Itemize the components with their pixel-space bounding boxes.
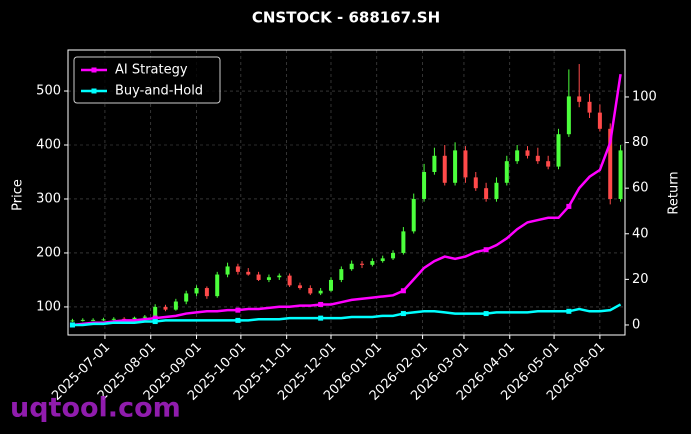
candle-body <box>463 150 468 178</box>
plot-frame <box>67 49 626 336</box>
candle-body <box>153 306 158 317</box>
y2-tick-label: 40 <box>632 226 649 241</box>
line-marker <box>400 311 406 317</box>
y2-tick-label: 80 <box>632 135 649 150</box>
candle-body <box>391 252 396 259</box>
candle-body <box>184 293 189 302</box>
y2-tick-label: 0 <box>632 317 640 332</box>
candle-body <box>597 112 602 129</box>
candle-body <box>525 150 530 156</box>
y-tick-label: 300 <box>36 191 61 206</box>
candle-body <box>163 306 168 310</box>
line-marker <box>566 203 572 209</box>
watermark: uqtool.com <box>10 393 181 424</box>
line-marker <box>152 315 158 321</box>
y-tick-label: 200 <box>36 245 61 260</box>
candle-body <box>504 161 509 183</box>
candle-body <box>442 155 447 183</box>
y2-tick-label: 60 <box>632 181 649 196</box>
legend-marker <box>91 88 97 94</box>
candle-body <box>80 319 85 321</box>
candle-body <box>401 231 406 253</box>
candle-body <box>111 318 116 320</box>
chart-title: CNSTOCK - 688167.SH <box>252 9 440 27</box>
candle-body <box>70 320 75 322</box>
line-marker <box>152 319 158 325</box>
return-line <box>72 303 622 327</box>
y-tick-label: 100 <box>36 299 61 314</box>
line-marker <box>566 308 572 314</box>
candle-body <box>411 198 416 232</box>
y2-tick-label: 20 <box>632 272 649 287</box>
candle-body <box>318 290 323 294</box>
y-tick-label: 500 <box>36 84 61 99</box>
candle-body <box>297 285 302 289</box>
candle-body <box>173 301 178 310</box>
line-marker <box>69 322 75 328</box>
candle-body <box>246 271 251 275</box>
candle-body <box>277 275 282 278</box>
candle-body <box>566 96 571 135</box>
candle-body <box>225 266 230 275</box>
candle-body <box>453 150 458 183</box>
candle-body <box>328 279 333 291</box>
candle-body <box>349 263 354 270</box>
candle-body <box>535 155 540 162</box>
candle-body <box>360 263 365 265</box>
candle-body <box>204 288 209 297</box>
line-marker <box>318 301 324 307</box>
candle-body <box>266 277 271 280</box>
legend-marker <box>91 67 97 73</box>
candle-body <box>380 258 385 262</box>
line-marker <box>318 315 324 321</box>
candle-body <box>494 182 499 199</box>
legend-label: AI Strategy <box>115 63 188 78</box>
candle-body <box>142 316 147 318</box>
candle-body <box>101 319 106 321</box>
candle-body <box>546 161 551 167</box>
line-marker <box>483 247 489 253</box>
candle-body <box>308 288 313 294</box>
line-marker <box>235 317 241 323</box>
candle-body <box>473 177 478 189</box>
candle-body <box>484 188 489 199</box>
candle-body <box>339 269 344 280</box>
y2-tick-label: 100 <box>632 89 657 104</box>
legend-box <box>73 56 221 104</box>
candle-body <box>422 171 427 199</box>
candle-body <box>287 275 292 286</box>
candle-body <box>370 261 375 265</box>
candle-body <box>618 150 623 199</box>
line-marker <box>235 307 241 313</box>
line-marker <box>483 311 489 317</box>
return-line <box>72 73 622 327</box>
line-marker <box>400 288 406 294</box>
candle-body <box>194 288 199 294</box>
candle-body <box>587 101 592 113</box>
candle-body <box>215 274 220 297</box>
y2-axis-label: Return <box>667 171 682 214</box>
candle-body <box>515 150 520 162</box>
candle-body <box>556 134 561 167</box>
candle-body <box>608 128 613 199</box>
candle-body <box>91 319 96 321</box>
y-axis-label: Price <box>11 179 26 211</box>
candle-body <box>132 317 137 320</box>
legend-label: Buy-and-Hold <box>115 84 203 99</box>
candle-body <box>577 96 582 102</box>
candle-body <box>432 155 437 172</box>
candle-body <box>235 266 240 272</box>
candle-body <box>256 274 261 280</box>
y-tick-label: 400 <box>36 138 61 153</box>
